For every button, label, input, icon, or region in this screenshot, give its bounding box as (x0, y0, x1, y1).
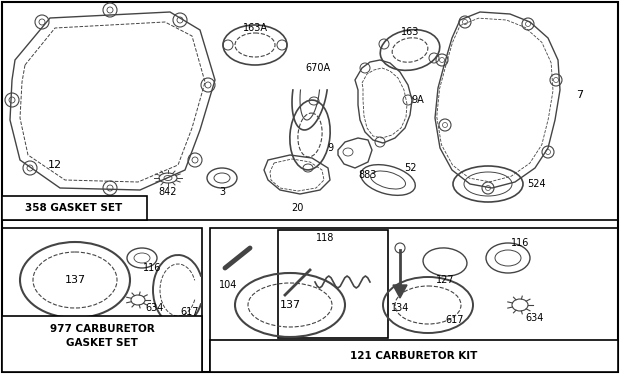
Text: 883: 883 (359, 170, 377, 180)
Text: 134: 134 (391, 303, 409, 313)
Bar (2, 2, 618, 220)
Text: 358 GASKET SET: 358 GASKET SET (25, 203, 123, 213)
Text: 20: 20 (291, 203, 303, 213)
Text: 116: 116 (143, 263, 161, 273)
Text: 617: 617 (181, 307, 199, 317)
Text: 7: 7 (577, 90, 583, 100)
Text: 12: 12 (48, 160, 62, 170)
Text: 163A: 163A (242, 23, 267, 33)
Text: 634: 634 (526, 313, 544, 323)
Text: 670A: 670A (306, 63, 330, 73)
Text: 163: 163 (401, 27, 419, 37)
Bar (2, 228, 202, 372)
Text: 137: 137 (280, 300, 301, 310)
Text: 524: 524 (526, 179, 546, 189)
Text: 634: 634 (146, 303, 164, 313)
Text: 9A: 9A (412, 95, 424, 105)
Text: 977 CARBURETOR
GASKET SET: 977 CARBURETOR GASKET SET (50, 324, 154, 347)
Text: 104: 104 (219, 280, 237, 290)
Bar (2, 196, 147, 220)
Bar (278, 230, 388, 338)
Bar (2, 316, 202, 372)
Polygon shape (393, 285, 407, 298)
Bar (210, 340, 618, 372)
Text: 137: 137 (64, 275, 86, 285)
Text: 52: 52 (404, 163, 416, 173)
Text: 118: 118 (316, 233, 334, 243)
Text: eReplacementParts.com: eReplacementParts.com (216, 147, 404, 162)
Text: 842: 842 (159, 187, 177, 197)
Text: 3: 3 (219, 187, 225, 197)
Text: 127: 127 (436, 275, 454, 285)
Bar (210, 228, 618, 372)
Text: 121 CARBURETOR KIT: 121 CARBURETOR KIT (350, 351, 477, 361)
Text: 116: 116 (511, 238, 529, 248)
Text: 617: 617 (446, 315, 464, 325)
Text: 9: 9 (327, 143, 333, 153)
